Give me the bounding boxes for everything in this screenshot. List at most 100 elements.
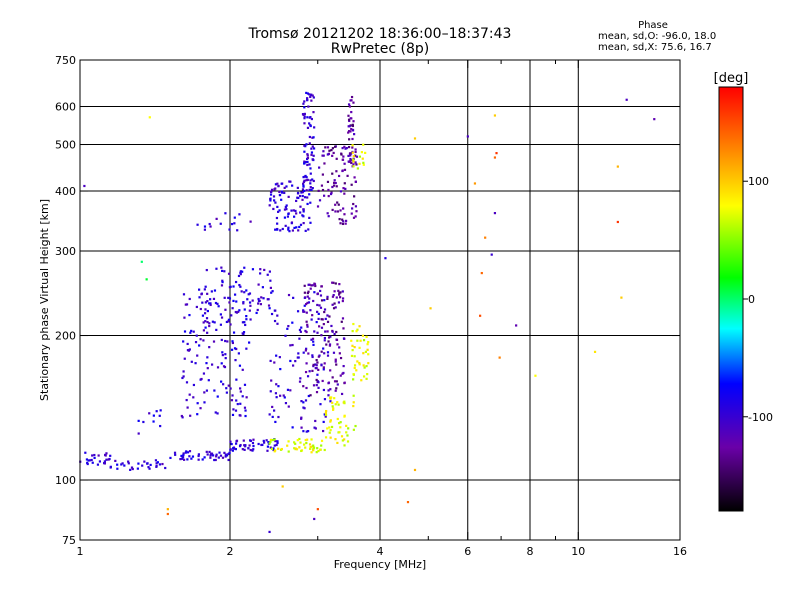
data-point	[277, 210, 280, 213]
data-point	[312, 446, 316, 449]
data-point	[271, 405, 274, 409]
data-point	[305, 143, 308, 146]
data-point	[308, 297, 311, 300]
data-point	[195, 305, 198, 309]
data-point	[309, 182, 312, 185]
data-point	[275, 216, 279, 220]
data-point	[534, 374, 537, 377]
y-tick-label: 300	[55, 245, 76, 258]
data-point	[333, 332, 336, 336]
data-point	[311, 369, 314, 372]
data-point	[292, 209, 295, 212]
data-point	[616, 220, 619, 224]
phase-stats-heading: Phase	[638, 20, 668, 31]
data-point	[206, 356, 209, 359]
data-point	[341, 169, 344, 172]
data-point	[216, 366, 220, 369]
data-point	[204, 320, 207, 323]
data-point	[285, 208, 288, 211]
data-point	[328, 149, 331, 152]
data-point	[182, 375, 185, 378]
data-point	[219, 323, 223, 326]
data-point	[234, 280, 238, 284]
data-point	[361, 334, 365, 337]
data-point	[358, 361, 361, 365]
data-point	[238, 364, 242, 367]
data-point	[354, 154, 357, 157]
data-point	[270, 447, 273, 450]
data-point	[330, 324, 333, 328]
data-point	[287, 440, 290, 443]
data-point	[350, 117, 353, 120]
data-point	[206, 331, 209, 334]
data-point	[366, 348, 369, 351]
data-point	[269, 390, 272, 393]
data-point	[331, 185, 334, 189]
data-point	[243, 266, 246, 269]
data-point	[295, 199, 298, 203]
data-point	[352, 160, 355, 163]
data-point	[493, 156, 497, 159]
data-point	[185, 398, 188, 402]
data-point	[289, 359, 292, 363]
data-point	[276, 228, 279, 231]
data-point	[493, 114, 497, 117]
x-tick-label: 6	[464, 545, 471, 558]
data-point	[480, 271, 483, 275]
data-point	[243, 383, 247, 386]
data-point	[205, 317, 209, 320]
data-point	[166, 508, 169, 511]
phase-stats-o-line: mean, sd,O: -96.0, 18.0	[598, 31, 717, 42]
data-point	[353, 346, 356, 349]
data-point	[342, 207, 345, 210]
data-point	[311, 354, 314, 357]
data-point	[309, 179, 312, 182]
data-point	[206, 453, 209, 456]
data-point	[299, 211, 302, 214]
data-point	[304, 438, 307, 442]
data-point	[331, 408, 335, 411]
data-point	[352, 101, 355, 104]
data-point	[308, 443, 312, 446]
data-point	[205, 362, 208, 365]
data-point	[235, 442, 238, 445]
data-point	[84, 451, 87, 454]
data-point	[273, 188, 276, 191]
data-point	[300, 426, 303, 429]
data-point	[343, 162, 346, 165]
data-point	[310, 147, 313, 150]
data-point	[182, 458, 186, 461]
data-point	[231, 341, 234, 345]
data-point	[209, 302, 212, 305]
data-point	[320, 363, 323, 366]
data-point	[356, 167, 359, 170]
data-point	[303, 160, 306, 163]
data-point	[326, 314, 329, 317]
data-point	[653, 118, 656, 121]
data-point	[141, 464, 144, 467]
data-point	[307, 228, 310, 231]
data-point	[269, 359, 272, 363]
data-point	[251, 299, 254, 302]
data-point	[300, 191, 303, 194]
data-point	[107, 458, 110, 461]
data-point	[315, 451, 318, 454]
data-point	[223, 270, 226, 273]
data-point	[302, 406, 305, 409]
data-point	[269, 286, 272, 289]
data-point	[272, 195, 276, 198]
data-point	[220, 284, 224, 287]
data-point	[334, 306, 337, 309]
data-point	[308, 142, 311, 145]
data-point	[323, 310, 326, 314]
data-point	[316, 331, 319, 334]
data-point	[192, 383, 196, 387]
data-point	[237, 274, 241, 278]
data-point	[312, 179, 315, 183]
data-point	[326, 153, 329, 156]
data-point	[320, 334, 323, 337]
data-point	[270, 190, 273, 193]
data-point	[188, 313, 191, 317]
data-point	[204, 326, 207, 329]
data-point	[367, 362, 370, 365]
